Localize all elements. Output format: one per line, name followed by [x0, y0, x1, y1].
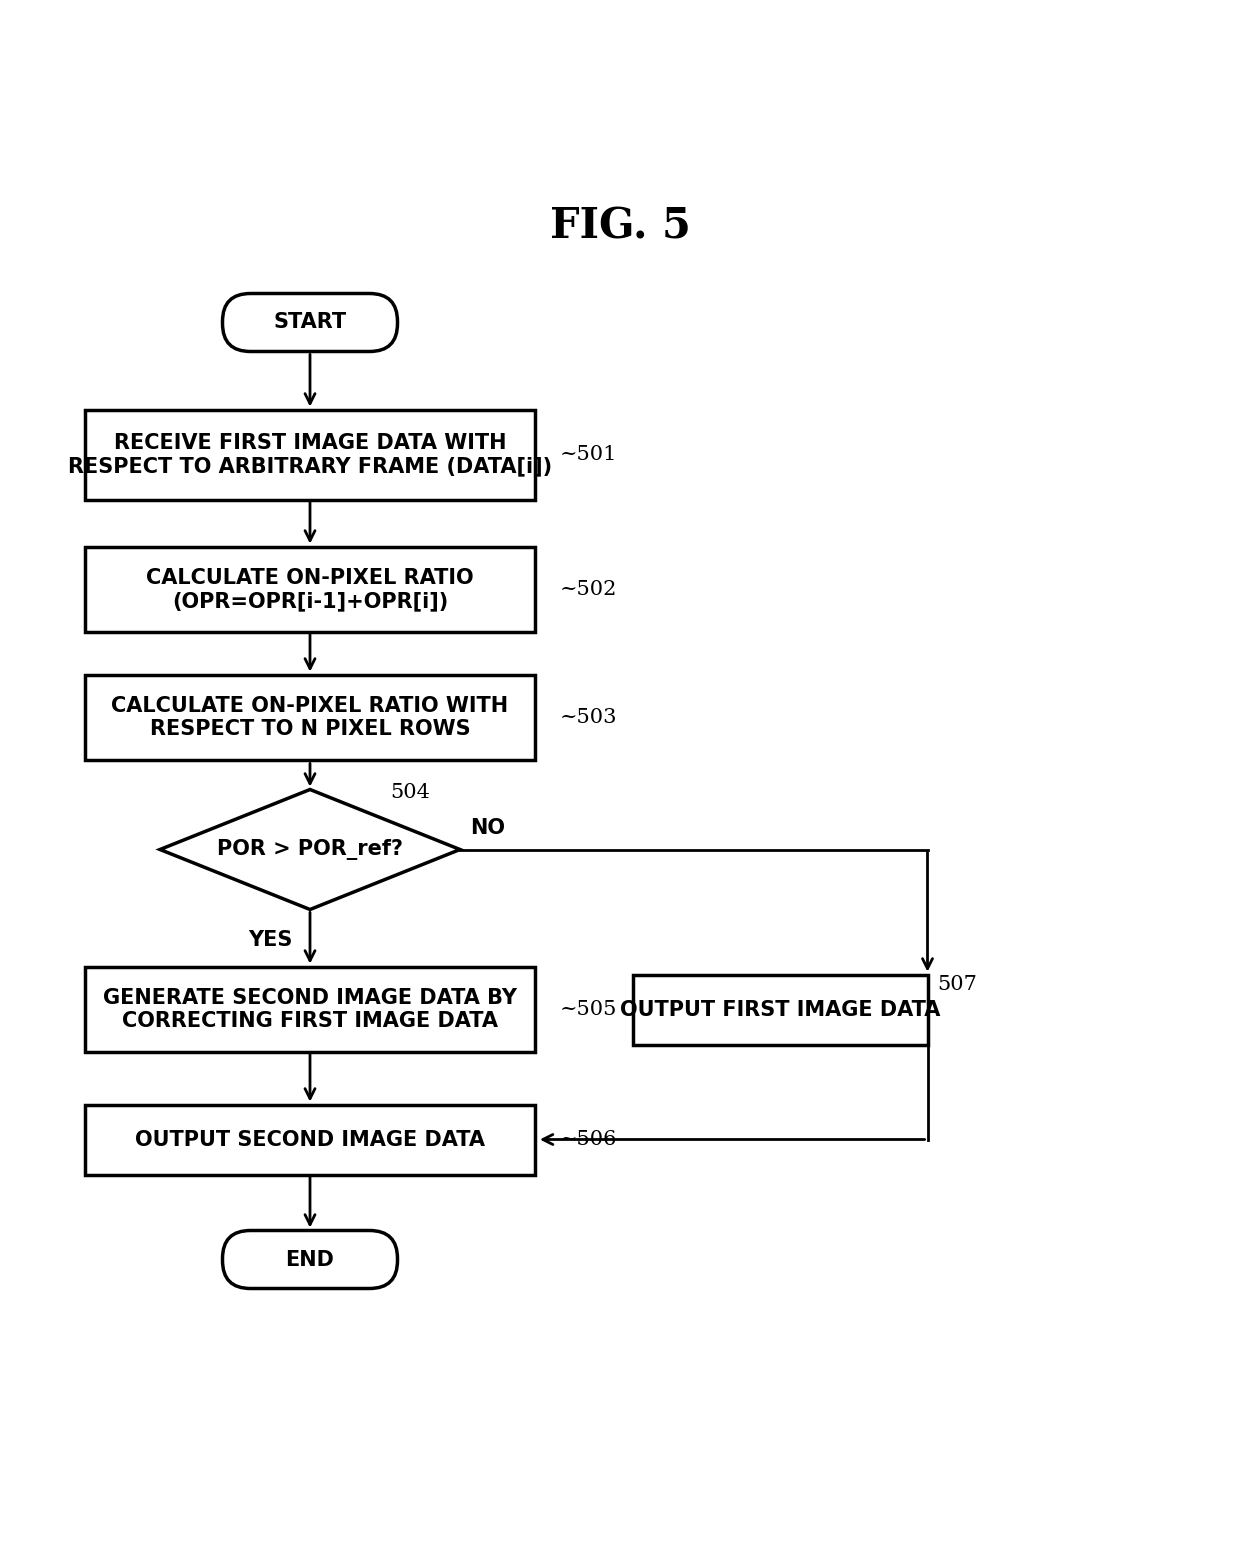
- FancyBboxPatch shape: [222, 1230, 398, 1289]
- Text: END: END: [285, 1250, 335, 1270]
- Text: CALCULATE ON-PIXEL RATIO
(OPR=OPR[i-1]+OPR[i]): CALCULATE ON-PIXEL RATIO (OPR=OPR[i-1]+O…: [146, 568, 474, 612]
- Text: YES: YES: [248, 929, 293, 950]
- Bar: [86, 675, 534, 761]
- Text: 504: 504: [391, 782, 430, 802]
- Bar: [86, 1104, 534, 1174]
- Text: NO: NO: [470, 818, 505, 838]
- Text: CALCULATE ON-PIXEL RATIO WITH
RESPECT TO N PIXEL ROWS: CALCULATE ON-PIXEL RATIO WITH RESPECT TO…: [112, 696, 508, 739]
- Text: OUTPUT FIRST IMAGE DATA: OUTPUT FIRST IMAGE DATA: [620, 999, 940, 1019]
- Text: GENERATE SECOND IMAGE DATA BY
CORRECTING FIRST IMAGE DATA: GENERATE SECOND IMAGE DATA BY CORRECTING…: [103, 988, 517, 1032]
- Bar: [86, 547, 534, 632]
- Text: START: START: [274, 313, 346, 333]
- Bar: [86, 409, 534, 499]
- Text: POR > POR_ref?: POR > POR_ref?: [217, 840, 403, 860]
- Text: ~501: ~501: [560, 445, 618, 465]
- Text: ~505: ~505: [560, 1001, 618, 1019]
- Text: OUTPUT SECOND IMAGE DATA: OUTPUT SECOND IMAGE DATA: [135, 1129, 485, 1149]
- Polygon shape: [160, 790, 460, 909]
- Bar: [632, 974, 928, 1044]
- Text: RECEIVE FIRST IMAGE DATA WITH
RESPECT TO ARBITRARY FRAME (DATA[i]): RECEIVE FIRST IMAGE DATA WITH RESPECT TO…: [68, 432, 552, 476]
- Bar: [86, 967, 534, 1052]
- Text: 507: 507: [937, 974, 977, 994]
- Text: ~503: ~503: [560, 708, 618, 726]
- Text: ~502: ~502: [560, 579, 618, 599]
- Text: ~506: ~506: [560, 1131, 618, 1149]
- Text: FIG. 5: FIG. 5: [549, 206, 691, 248]
- FancyBboxPatch shape: [222, 293, 398, 352]
